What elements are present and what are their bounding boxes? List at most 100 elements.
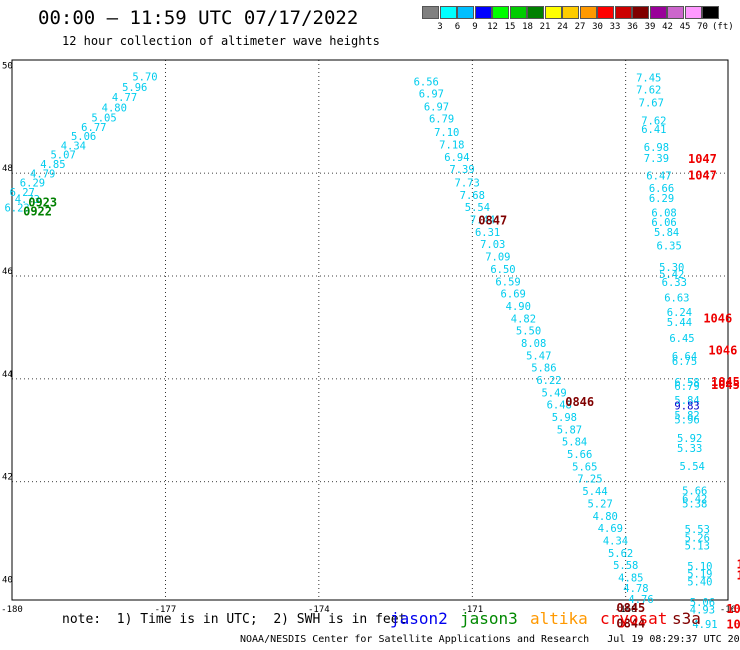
y-tick-label: 50 (2, 61, 13, 71)
wave-height-value: 6.97 (419, 89, 444, 101)
pass-time-label: 1046 (708, 344, 737, 358)
wave-height-value: 6.75 (672, 356, 697, 368)
wave-height-value: 5.66 (567, 449, 592, 461)
x-tick-label: -180 (1, 605, 23, 615)
pass-time-label: 1045 (711, 378, 740, 392)
wave-height-value: 4.79 (30, 168, 55, 180)
wave-height-value: 5.65 (572, 461, 597, 473)
wave-height-value: 4.77 (112, 92, 137, 104)
wave-height-value: 5.84 (562, 437, 587, 449)
wave-height-value: 5.26 (685, 532, 710, 544)
pass-time-label: 1044 (726, 602, 740, 616)
wave-height-value: 5.54 (465, 202, 490, 214)
wave-height-value: 5.27 (587, 498, 612, 510)
x-tick-label: -171 (461, 605, 483, 615)
pass-time-label: 1045 (737, 568, 740, 582)
scale-swatch (614, 6, 632, 19)
scale-swatch (474, 6, 492, 19)
wave-height-value: 5.07 (50, 150, 75, 162)
y-tick-label: 46 (2, 267, 13, 277)
wave-height-value: 5.50 (516, 326, 541, 338)
scale-label: 18 (522, 22, 533, 32)
pass-time-label: 1045 (737, 558, 740, 572)
wave-height-value: 5.84 (674, 395, 699, 407)
scale-swatch (439, 6, 457, 19)
wave-height-value: 6.08 (651, 207, 676, 219)
wave-height-value: 5.49 (541, 387, 566, 399)
y-tick-label: 40 (2, 576, 13, 586)
wave-height-value: 5.82 (674, 410, 699, 422)
wave-height-value: 5.06 (690, 597, 715, 609)
wave-height-value: 7.62 (641, 115, 666, 127)
page-subtitle: 12 hour collection of altimeter wave hei… (62, 34, 380, 48)
scale-label: 42 (662, 22, 673, 32)
wave-height-value: 6.79 (674, 381, 699, 393)
wave-height-value: 7.25 (577, 474, 602, 486)
scale-label: 70 (697, 22, 708, 32)
wave-height-value: 6.23 (4, 203, 29, 215)
map-frame (11, 59, 729, 601)
scale-label: 27 (574, 22, 586, 32)
wave-height-value: 5.10 (687, 561, 712, 573)
scale-label: 9 (472, 22, 478, 32)
scale-swatch (562, 6, 579, 19)
wave-height-value: 5.70 (132, 72, 157, 84)
wave-height-value: 7.39 (644, 153, 669, 165)
wave-height-value: 7.09 (485, 252, 510, 264)
wave-height-value: 5.05 (91, 113, 116, 125)
wave-height-value: 5.58 (613, 560, 638, 572)
wave-height-value: 5.53 (685, 524, 710, 536)
wave-height-value: 4.93 (690, 604, 715, 616)
page-title: 00:00 — 11:59 UTC 07/17/2022 (38, 7, 359, 29)
wave-height-value: 5.30 (659, 262, 684, 274)
satellite-legend-s3a: s3a (672, 609, 701, 628)
wave-height-value: 7.68 (460, 190, 485, 202)
wave-height-value: 4.76 (628, 594, 653, 606)
wave-height-value: 5.66 (682, 486, 707, 498)
wave-height-value: 4.91 (692, 619, 717, 631)
wave-height-value: 7.39 (449, 164, 474, 176)
wave-height-value: 5.86 (531, 363, 556, 375)
wave-height-value: 5.54 (680, 461, 705, 473)
wave-height-value: 4.78 (623, 583, 648, 595)
wave-height-value: 6.29 (649, 193, 674, 205)
wave-height-value: 6.77 (81, 122, 106, 134)
x-tick-label: -177 (155, 605, 177, 615)
wave-height-value: 6.35 (657, 240, 682, 252)
satellite-legend-jason2: jason2 (390, 609, 448, 628)
wave-height-value: 5.47 (526, 350, 551, 362)
satellite-legend-jason3: jason3 (460, 609, 518, 628)
wave-height-value: 7.67 (639, 97, 664, 109)
scale-swatch (579, 6, 597, 19)
wave-height-value: 4.80 (102, 102, 127, 114)
x-tick-label: -16 (720, 605, 736, 615)
scale-swatch (492, 6, 509, 19)
scale-label: 45 (679, 22, 691, 32)
wave-height-value: 5.44 (582, 486, 607, 498)
scale-swatch (544, 6, 562, 19)
wave-height-value: 6.50 (490, 264, 515, 276)
pass-time-label: 1047 (688, 168, 717, 182)
wave-height-value: 5.19 (687, 568, 712, 580)
wave-height-value: 5.87 (557, 424, 582, 436)
satellite-legend-cryosat: cryosat (600, 609, 668, 628)
scale-label: 3 (437, 22, 443, 32)
scale-label: 30 (592, 22, 603, 32)
wave-height-value: 5.40 (687, 577, 712, 589)
wave-height-value: 5.44 (667, 317, 692, 329)
scale-label: 24 (557, 22, 568, 32)
y-tick-label: 42 (2, 473, 13, 483)
wave-height-value: 4.69 (598, 523, 623, 535)
wave-height-value: 6.63 (664, 293, 689, 305)
wave-height-value: 6.59 (495, 276, 520, 288)
wave-height-value: 5.98 (552, 412, 577, 424)
credit-line: NOAA/NESDIS Center for Satellite Applica… (240, 634, 740, 645)
wave-height-value: 7.10 (434, 127, 459, 139)
wave-height-value: 5.38 (682, 498, 707, 510)
wave-height-value: 4.73 (15, 194, 40, 206)
wave-height-value: 6.69 (501, 289, 526, 301)
wave-height-value: 6.58 (674, 377, 699, 389)
wave-height-value: 7.45 (636, 73, 661, 85)
